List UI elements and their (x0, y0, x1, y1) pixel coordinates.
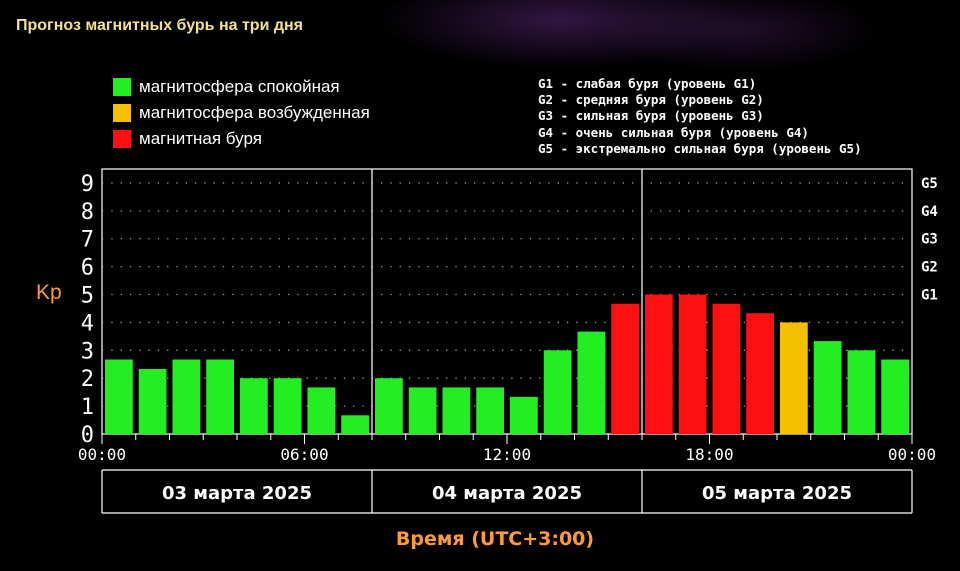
y-tick-label-8: 8 (81, 200, 94, 225)
bar-quiet-4 (206, 359, 234, 434)
day-label-2: 04 марта 2025 (432, 483, 582, 504)
legend-swatch-storm (113, 130, 131, 148)
g-scale-line-g3: G3 - сильная буря (уровень G3) (538, 108, 764, 124)
bar-quiet-1 (105, 359, 133, 434)
bar-quiet-13 (510, 396, 538, 434)
bar-quiet-23 (847, 350, 876, 434)
y-tick-label-5: 5 (81, 284, 94, 309)
legend-label-storm: магнитная буря (139, 129, 262, 148)
bar-quiet-22 (813, 341, 842, 434)
g-tick-label-g1: G1 (921, 288, 938, 304)
bar-quiet-5 (240, 378, 268, 434)
g-tick-label-g2: G2 (921, 260, 938, 276)
legend-item-storm: магнитная буря (113, 126, 370, 152)
bar-quiet-8 (341, 415, 369, 434)
x-tick-label-4: 00:00 (888, 445, 936, 464)
x-tick-label-3: 18:00 (685, 445, 733, 464)
day-label-1: 03 марта 2025 (162, 483, 312, 504)
bar-storm-18 (678, 294, 707, 434)
bar-quiet-9 (375, 378, 403, 434)
bar-active-21 (780, 322, 808, 434)
x-tick-label-2: 12:00 (483, 445, 531, 464)
bar-quiet-6 (273, 378, 302, 434)
bar-quiet-10 (408, 387, 437, 434)
g-tick-label-g4: G4 (921, 204, 938, 220)
legend-swatch-quiet (113, 78, 131, 96)
g-scale-line-g5: G5 - экстремально сильная буря (уровень … (538, 140, 862, 156)
bar-quiet-7 (307, 387, 336, 434)
g-scale-legend: G1 - слабая буря (уровень G1) G2 - средн… (538, 76, 862, 157)
legend-item-active: магнитосфера возбужденная (113, 100, 370, 126)
bar-storm-16 (611, 303, 639, 434)
bar-storm-20 (746, 313, 774, 434)
g-scale-line-g4: G4 - очень сильная буря (уровень G4) (538, 124, 809, 140)
g-tick-label-g5: G5 (921, 176, 938, 192)
g-tick-label-g3: G3 (921, 232, 938, 248)
bar-quiet-3 (172, 359, 201, 434)
g-scale-line-g2: G2 - средняя буря (уровень G2) (538, 92, 764, 108)
y-tick-label-3: 3 (81, 339, 94, 364)
bar-storm-19 (712, 303, 741, 434)
legend-item-quiet: магнитосфера спокойная (113, 74, 370, 100)
bar-quiet-12 (476, 387, 504, 434)
y-tick-label-9: 9 (81, 172, 94, 197)
legend: магнитосфера спокойная магнитосфера возб… (113, 74, 370, 152)
legend-label-active: магнитосфера возбужденная (139, 103, 370, 122)
y-tick-label-1: 1 (81, 395, 94, 420)
bar-quiet-2 (138, 369, 167, 434)
x-tick-label-0: 00:00 (78, 445, 126, 464)
page-title: Прогноз магнитных бурь на три дня (16, 17, 303, 34)
y-tick-label-4: 4 (81, 311, 94, 336)
y-tick-label-0: 0 (81, 423, 94, 448)
bar-storm-17 (645, 294, 673, 434)
bar-quiet-24 (881, 359, 909, 434)
day-label-3: 05 марта 2025 (702, 483, 852, 504)
g-scale-line-g1: G1 - слабая буря (уровень G1) (538, 76, 757, 91)
y-axis-label: Kp (36, 281, 62, 304)
y-tick-label-2: 2 (81, 367, 94, 392)
y-tick-label-7: 7 (81, 228, 94, 253)
y-tick-label-6: 6 (81, 256, 94, 281)
bar-quiet-15 (577, 331, 606, 434)
x-tick-label-1: 06:00 (280, 445, 328, 464)
bar-quiet-14 (543, 350, 572, 434)
legend-swatch-active (113, 104, 131, 122)
bar-quiet-11 (442, 387, 471, 434)
x-axis-title: Время (UTC+3:00) (396, 528, 594, 550)
legend-label-quiet: магнитосфера спокойная (139, 77, 340, 96)
